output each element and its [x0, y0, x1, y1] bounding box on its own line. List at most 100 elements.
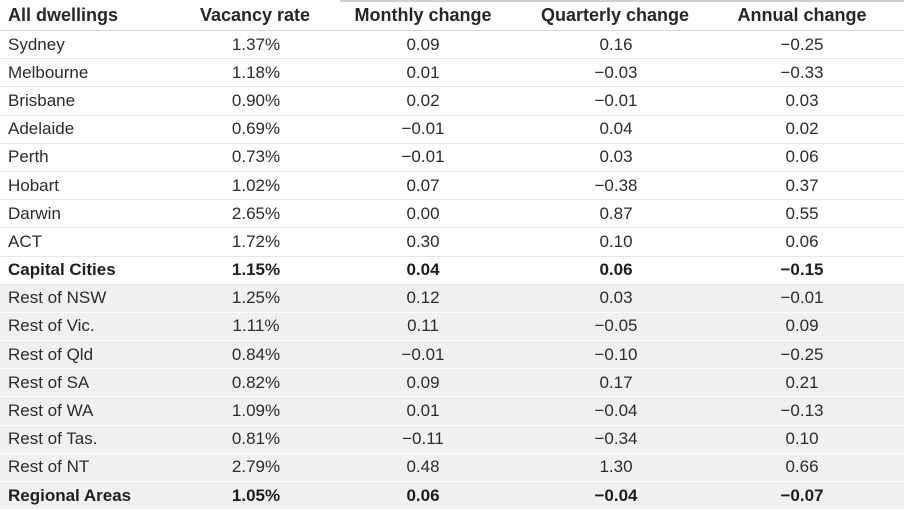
row-annual-change: 0.37 [785, 175, 819, 195]
row-quarterly-change: 0.10 [599, 231, 633, 251]
row-region-name: ACT [8, 231, 42, 251]
row-region-name: Capital Cities [8, 260, 116, 280]
row-annual-change: −0.25 [780, 34, 824, 54]
row-vacancy-rate: 0.81% [231, 429, 281, 449]
table-row: Rest of Tas. 0.81% −0.11 −0.34 0.10 [0, 425, 904, 454]
row-vacancy-rate: 0.73% [231, 147, 281, 167]
row-quarterly-change: −0.04 [594, 485, 638, 505]
row-monthly-change: 0.09 [406, 34, 440, 54]
row-monthly-change: 0.09 [406, 372, 440, 392]
header-top-rule [340, 0, 904, 2]
row-vacancy-rate: 1.37% [231, 34, 281, 54]
row-annual-change: 0.02 [785, 119, 819, 139]
row-quarterly-change: −0.34 [594, 429, 638, 449]
row-annual-change: 0.55 [785, 203, 819, 223]
row-vacancy-rate: 0.82% [231, 372, 281, 392]
row-quarterly-change: 0.04 [599, 119, 633, 139]
row-region-name: Rest of Vic. [8, 316, 95, 336]
row-region-name: Darwin [8, 203, 61, 223]
table-row: Rest of Qld 0.84% −0.01 −0.10 −0.25 [0, 341, 904, 370]
table-row: Rest of WA 1.09% 0.01 −0.04 −0.13 [0, 397, 904, 426]
row-quarterly-change: 0.03 [599, 288, 633, 308]
row-quarterly-change: 0.17 [599, 372, 633, 392]
row-vacancy-rate: 1.18% [231, 62, 281, 82]
row-region-name: Regional Areas [8, 485, 132, 505]
row-annual-change: 0.03 [785, 90, 819, 110]
row-annual-change: 0.06 [785, 231, 819, 251]
row-region-name: Rest of NT [8, 457, 90, 477]
row-vacancy-rate: 1.02% [231, 175, 281, 195]
row-region-name: Rest of NSW [8, 288, 107, 308]
row-vacancy-rate: 1.25% [231, 288, 281, 308]
table-row: Hobart 1.02% 0.07 −0.38 0.37 [0, 172, 904, 201]
header-monthly-change: Monthly change [354, 4, 492, 25]
row-vacancy-rate: 2.79% [231, 457, 281, 477]
row-vacancy-rate: 1.72% [231, 231, 281, 251]
table-row: Rest of NSW 1.25% 0.12 0.03 −0.01 [0, 284, 904, 313]
row-quarterly-change: −0.04 [594, 401, 638, 421]
table-row: Rest of Vic. 1.11% 0.11 −0.05 0.09 [0, 312, 904, 342]
table-row: Melbourne 1.18% 0.01 −0.03 −0.33 [0, 59, 904, 88]
row-monthly-change: 0.04 [406, 260, 440, 280]
row-annual-change: 0.66 [785, 457, 819, 477]
row-monthly-change: −0.01 [401, 119, 445, 139]
table-row: Adelaide 0.69% −0.01 0.04 0.02 [0, 116, 904, 144]
row-monthly-change: 0.01 [406, 401, 440, 421]
row-quarterly-change: 0.87 [599, 203, 633, 223]
header-all-dwellings: All dwellings [8, 4, 119, 25]
row-monthly-change: 0.06 [406, 485, 440, 505]
row-annual-change: 0.10 [785, 429, 819, 449]
table-row: Perth 0.73% −0.01 0.03 0.06 [0, 144, 904, 172]
row-monthly-change: 0.12 [406, 288, 440, 308]
row-annual-change: 0.21 [785, 372, 819, 392]
row-monthly-change: 0.11 [407, 316, 439, 336]
row-quarterly-change: 0.03 [599, 147, 633, 167]
row-monthly-change: 0.07 [406, 175, 440, 195]
row-quarterly-change: −0.38 [594, 175, 638, 195]
row-monthly-change: 0.30 [406, 231, 440, 251]
row-quarterly-change: −0.01 [594, 90, 638, 110]
row-vacancy-rate: 1.05% [231, 485, 281, 505]
row-monthly-change: −0.11 [402, 429, 444, 449]
row-monthly-change: −0.01 [401, 344, 445, 364]
row-region-name: Hobart [8, 175, 60, 195]
row-monthly-change: −0.01 [401, 147, 445, 167]
row-region-name: Brisbane [8, 90, 76, 110]
table-row: Rest of SA 0.82% 0.09 0.17 0.21 [0, 369, 904, 398]
row-monthly-change: 0.48 [406, 457, 440, 477]
row-quarterly-change: 1.30 [599, 457, 633, 477]
table-row: Regional Areas 1.05% 0.06 −0.04 −0.07 [0, 482, 904, 510]
row-annual-change: −0.01 [780, 288, 824, 308]
row-quarterly-change: −0.10 [594, 344, 638, 364]
row-vacancy-rate: 1.09% [231, 401, 281, 421]
header-annual-change: Annual change [737, 4, 867, 25]
table-row: Capital Cities 1.15% 0.04 0.06 −0.15 [0, 257, 904, 285]
row-monthly-change: 0.00 [406, 203, 440, 223]
row-region-name: Melbourne [8, 62, 89, 82]
header-vacancy-rate: Vacancy rate [199, 4, 311, 25]
row-region-name: Perth [8, 147, 49, 167]
table-row: Sydney 1.37% 0.09 0.16 −0.25 [0, 31, 904, 60]
row-annual-change: 0.09 [785, 316, 819, 336]
row-vacancy-rate: 0.69% [231, 119, 281, 139]
row-monthly-change: 0.01 [406, 62, 440, 82]
row-region-name: Sydney [8, 34, 65, 54]
row-quarterly-change: 0.06 [599, 260, 633, 280]
table-row: Darwin 2.65% 0.00 0.87 0.55 [0, 200, 904, 229]
row-region-name: Rest of SA [8, 372, 90, 392]
row-vacancy-rate: 0.90% [231, 90, 281, 110]
table-row: Rest of NT 2.79% 0.48 1.30 0.66 [0, 453, 904, 482]
row-region-name: Rest of Tas. [8, 429, 98, 449]
row-vacancy-rate: 1.11% [232, 316, 280, 336]
row-annual-change: 0.06 [785, 147, 819, 167]
header-quarterly-change: Quarterly change [540, 4, 690, 25]
table-header: All dwellings Vacancy rate Monthly chang… [0, 0, 904, 31]
row-region-name: Adelaide [8, 119, 75, 139]
row-region-name: Rest of WA [8, 401, 94, 421]
row-region-name: Rest of Qld [8, 344, 94, 364]
table-row: Brisbane 0.90% 0.02 −0.01 0.03 [0, 87, 904, 116]
table-body: Sydney 1.37% 0.09 0.16 −0.25 Melbourne 1.18% 0.… [0, 31, 904, 510]
row-annual-change: −0.33 [780, 62, 824, 82]
row-annual-change: −0.13 [780, 401, 824, 421]
